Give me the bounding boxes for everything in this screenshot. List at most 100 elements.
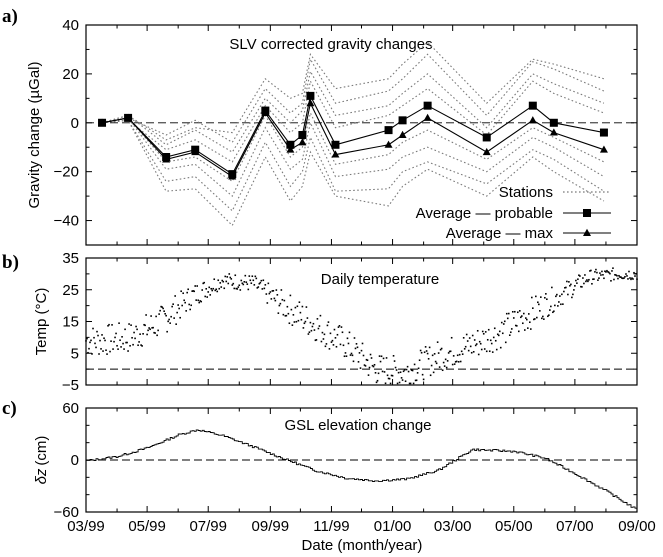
y-tick-label: 15 bbox=[62, 314, 79, 331]
temperature-point bbox=[523, 329, 526, 331]
temperature-point bbox=[414, 379, 417, 382]
temperature-point bbox=[131, 336, 133, 339]
temperature-point bbox=[557, 305, 559, 307]
temperature-point bbox=[619, 276, 621, 278]
temperature-point bbox=[338, 325, 341, 327]
temperature-point bbox=[618, 274, 620, 277]
temperature-point bbox=[251, 275, 254, 278]
temperature-point bbox=[288, 322, 291, 325]
temperature-point bbox=[566, 280, 568, 283]
temperature-point bbox=[350, 352, 353, 355]
temperature-point bbox=[577, 278, 579, 281]
temperature-point bbox=[226, 276, 229, 278]
temperature-point bbox=[595, 268, 597, 271]
temperature-point bbox=[454, 361, 457, 363]
temperature-point bbox=[418, 359, 421, 362]
temperature-point bbox=[376, 379, 379, 382]
x-tick-label: 01/00 bbox=[374, 518, 412, 535]
temperature-point bbox=[99, 339, 101, 342]
temperature-point bbox=[324, 345, 327, 348]
temperature-point bbox=[96, 330, 98, 333]
temperature-point bbox=[390, 374, 393, 377]
temperature-point bbox=[301, 305, 304, 308]
temperature-point bbox=[211, 289, 214, 292]
temperature-point bbox=[117, 348, 119, 350]
temperature-point bbox=[532, 307, 534, 309]
max-point bbox=[599, 145, 608, 153]
temperature-point bbox=[401, 379, 404, 381]
temperature-point bbox=[570, 283, 572, 286]
temperature-point bbox=[405, 368, 408, 371]
temperature-point bbox=[279, 302, 282, 305]
temperature-point bbox=[107, 324, 109, 327]
temperature-point bbox=[316, 318, 319, 320]
temperature-point bbox=[567, 293, 569, 296]
temperature-point bbox=[468, 337, 471, 339]
temperature-point bbox=[163, 310, 165, 312]
temperature-point bbox=[422, 378, 425, 381]
temperature-point bbox=[85, 340, 87, 342]
temperature-point bbox=[197, 299, 200, 302]
temperature-point bbox=[348, 331, 351, 334]
temperature-point bbox=[308, 331, 311, 333]
temperature-point bbox=[332, 344, 335, 346]
temperature-point bbox=[325, 343, 328, 345]
temperature-point bbox=[380, 355, 383, 358]
temperature-point bbox=[452, 355, 455, 357]
temperature-point bbox=[234, 274, 237, 277]
temperature-point bbox=[106, 353, 108, 355]
temperature-point bbox=[473, 339, 476, 341]
temperature-point bbox=[509, 331, 512, 334]
temperature-point bbox=[307, 333, 310, 335]
temperature-point bbox=[420, 351, 423, 354]
y-tick-label: 0 bbox=[71, 115, 79, 132]
temperature-point bbox=[222, 280, 225, 283]
temperature-point bbox=[118, 322, 120, 324]
temperature-point bbox=[289, 294, 292, 297]
temperature-point bbox=[299, 311, 302, 314]
temperature-point bbox=[608, 271, 610, 274]
temperature-point bbox=[416, 372, 419, 374]
temperature-point bbox=[326, 324, 329, 327]
temperature-point bbox=[129, 344, 131, 347]
temperature-point bbox=[428, 346, 431, 349]
temperature-point bbox=[134, 337, 136, 340]
probable-point bbox=[384, 126, 393, 135]
temperature-point bbox=[521, 322, 524, 325]
temperature-point bbox=[600, 274, 602, 276]
temperature-point bbox=[607, 271, 609, 273]
temperature-point bbox=[191, 290, 193, 292]
temperature-point bbox=[400, 377, 403, 379]
temperature-point bbox=[365, 358, 368, 361]
temperature-point bbox=[318, 325, 321, 327]
temperature-point bbox=[551, 286, 553, 289]
temperature-point bbox=[489, 339, 492, 342]
temperature-point bbox=[412, 382, 415, 385]
temperature-point bbox=[155, 315, 157, 318]
temperature-point bbox=[238, 284, 241, 287]
temperature-point bbox=[347, 342, 350, 345]
max-point bbox=[384, 140, 393, 148]
temperature-point bbox=[470, 351, 473, 354]
temperature-point bbox=[370, 357, 373, 359]
temperature-point bbox=[515, 325, 518, 327]
temperature-point bbox=[505, 312, 508, 315]
temperature-point bbox=[355, 343, 358, 345]
temperature-point bbox=[162, 307, 164, 310]
temperature-point bbox=[375, 381, 378, 384]
temperature-point bbox=[178, 307, 180, 310]
temperature-point bbox=[268, 292, 271, 295]
temperature-point bbox=[194, 285, 196, 287]
max-point bbox=[528, 116, 537, 124]
temperature-point bbox=[541, 317, 543, 320]
temperature-point bbox=[636, 278, 638, 281]
temperature-point bbox=[282, 313, 285, 316]
temperature-point bbox=[300, 318, 303, 321]
temperature-point bbox=[537, 301, 539, 304]
temperature-point bbox=[398, 381, 401, 384]
x-tick-label: 05/00 bbox=[495, 518, 533, 535]
temperature-point bbox=[393, 360, 396, 362]
temperature-point bbox=[571, 296, 573, 299]
temperature-point bbox=[524, 317, 527, 319]
temperature-point bbox=[447, 352, 450, 354]
